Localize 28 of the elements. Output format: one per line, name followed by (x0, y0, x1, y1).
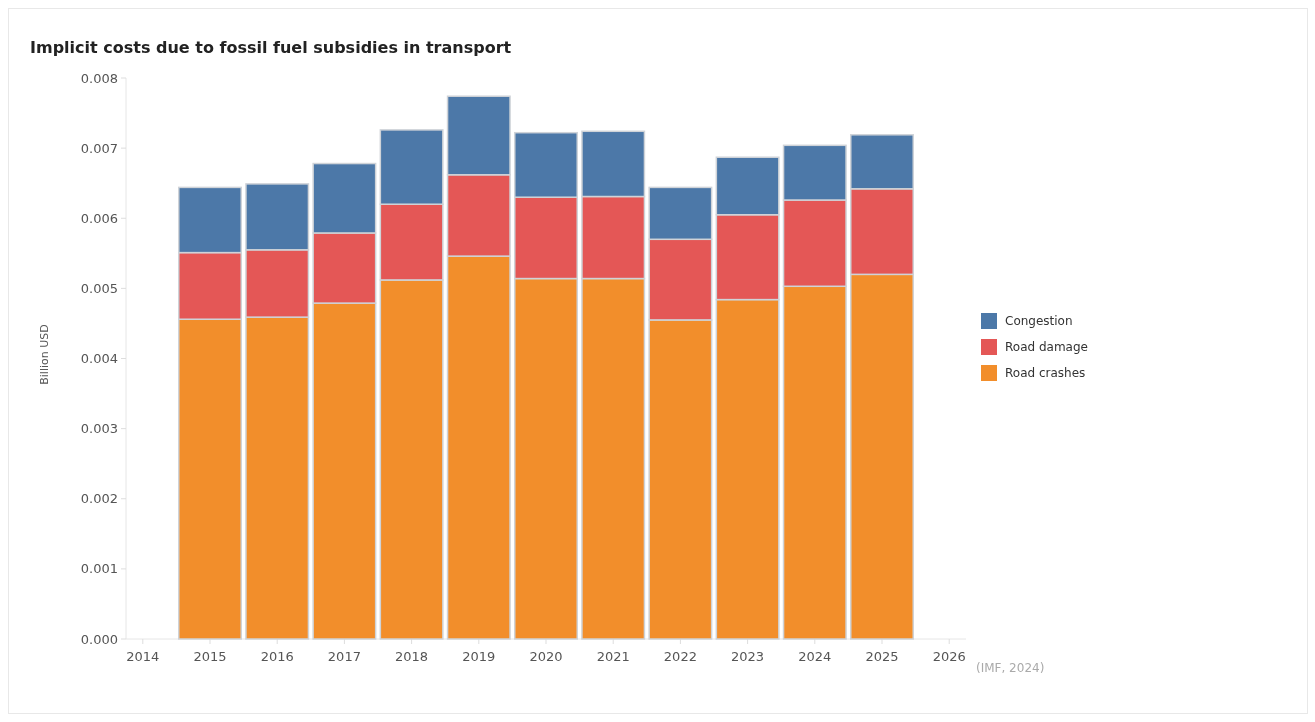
y-tick-label: 0.002 (80, 491, 118, 507)
x-tick-label: 2024 (798, 649, 832, 664)
x-tick-label: 2018 (395, 649, 429, 664)
x-tick-label: 2016 (260, 649, 294, 664)
x-tick-label: 2015 (193, 649, 227, 664)
text: Road crashes (1005, 366, 1086, 381)
x-tick-label: 2023 (731, 649, 765, 664)
x-tick-label: 2014 (126, 649, 160, 664)
y-tick-label: 0.004 (80, 351, 118, 367)
y-tick-label: 0.007 (80, 140, 118, 156)
chart-title: Implicit costs due to fossil fuel subsidies in transport (30, 38, 512, 57)
legend-label: Road damage (1005, 340, 1088, 355)
x-tick-label: 2021 (596, 649, 630, 664)
y-tick-label: 0.001 (80, 561, 118, 577)
x-tick-label: 2017 (327, 649, 361, 664)
y-axis-title: Billion USD (38, 324, 51, 385)
x-tick-label: 2026 (932, 649, 966, 664)
legend-label: Congestion (1005, 314, 1073, 329)
text: (IMF, 2024) (976, 661, 1045, 675)
x-tick-label: 2020 (529, 649, 563, 664)
y-tick-label: 0.008 (80, 70, 118, 86)
y-tick-label: 0.005 (80, 280, 118, 296)
y-tick-label: 0.006 (80, 210, 118, 226)
y-tick-label: 0.003 (80, 421, 118, 437)
y-tick-label: 0.000 (80, 631, 118, 647)
x-tick-label: 2019 (462, 649, 496, 664)
x-tick-label: 2025 (865, 649, 899, 664)
x-tick-label: 2022 (663, 649, 697, 664)
